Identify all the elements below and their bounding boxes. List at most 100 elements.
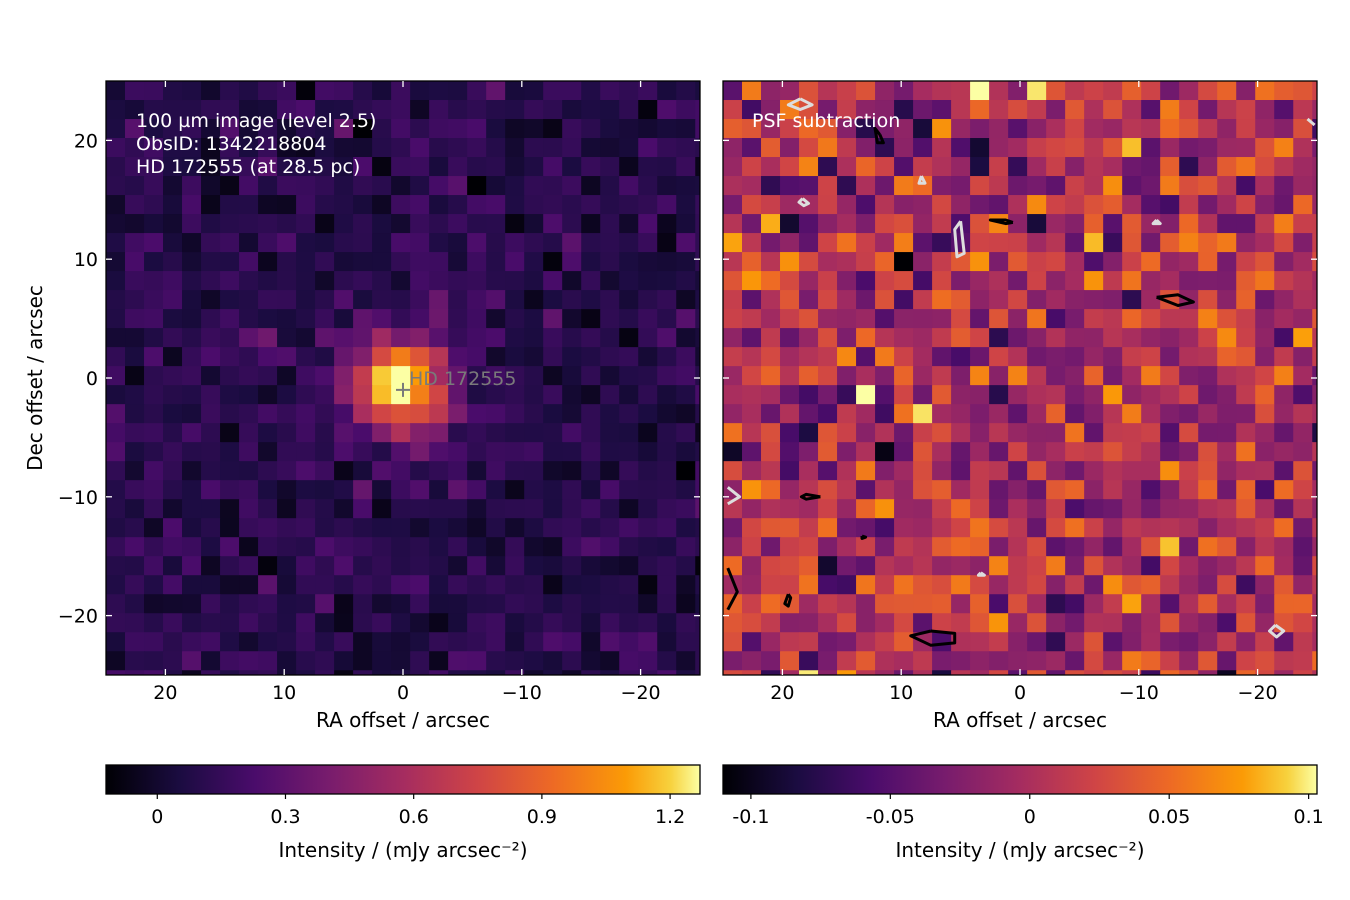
heatmap-cell	[951, 537, 971, 557]
heatmap-cell	[799, 290, 819, 310]
heatmap-cell	[894, 157, 914, 177]
heatmap-cell	[837, 157, 857, 177]
heatmap-cell	[600, 404, 620, 424]
heatmap-cell	[619, 252, 639, 272]
heatmap-cell	[410, 480, 430, 500]
heatmap-cell	[372, 252, 392, 272]
heatmap-cell	[875, 176, 895, 196]
heatmap-cell	[486, 404, 506, 424]
heatmap-cell	[837, 632, 857, 652]
heatmap-cell	[856, 499, 876, 519]
heatmap-cell	[1217, 442, 1237, 462]
heatmap-cell	[1008, 442, 1028, 462]
heatmap-cell	[258, 100, 278, 120]
heatmap-cell	[562, 442, 582, 462]
heatmap-cell	[524, 670, 544, 675]
heatmap-cell	[353, 328, 373, 348]
heatmap-cell	[1179, 176, 1199, 196]
heatmap-cell	[818, 651, 838, 671]
heatmap-cell	[334, 157, 354, 177]
heatmap-cell	[391, 518, 411, 538]
heatmap-cell	[856, 385, 876, 405]
heatmap-cell	[391, 613, 411, 633]
heatmap-cell	[505, 157, 525, 177]
heatmap-cell	[619, 442, 639, 462]
heatmap-cell	[1103, 176, 1123, 196]
heatmap-cell	[1274, 480, 1294, 500]
heatmap-cell	[562, 290, 582, 310]
heatmap-cell	[799, 499, 819, 519]
heatmap-cell	[989, 594, 1009, 614]
heatmap-cell	[600, 138, 620, 158]
heatmap-cell	[657, 214, 677, 234]
heatmap-cell	[201, 423, 221, 443]
heatmap-cell	[619, 480, 639, 500]
heatmap-cell	[1084, 176, 1104, 196]
heatmap-cell	[837, 385, 857, 405]
heatmap-cell	[818, 518, 838, 538]
heatmap-cell	[1141, 176, 1161, 196]
heatmap-cell	[277, 385, 297, 405]
heatmap-cell	[334, 290, 354, 310]
heatmap-cell	[562, 195, 582, 215]
heatmap-cell	[106, 575, 126, 595]
heatmap-cell	[277, 290, 297, 310]
heatmap-cell	[581, 347, 601, 367]
heatmap-cell	[125, 309, 145, 329]
heatmap-cell	[1141, 347, 1161, 367]
heatmap-cell	[1065, 461, 1085, 481]
heatmap-cell	[1027, 214, 1047, 234]
heatmap-cell	[1065, 252, 1085, 272]
heatmap-cell	[780, 480, 800, 500]
heatmap-cell	[543, 442, 563, 462]
heatmap-cell	[818, 442, 838, 462]
heatmap-cell	[1141, 423, 1161, 443]
heatmap-cell	[258, 518, 278, 538]
heatmap-cell	[761, 518, 781, 538]
heatmap-cell	[657, 423, 677, 443]
heatmap-cell	[761, 442, 781, 462]
heatmap-cell	[296, 100, 316, 120]
heatmap-cell	[220, 366, 240, 386]
heatmap-cell	[1122, 423, 1142, 443]
heatmap-cell	[163, 404, 183, 424]
heatmap-cell	[410, 575, 430, 595]
heatmap-cell	[875, 404, 895, 424]
heatmap-cell	[315, 651, 335, 671]
heatmap-cell	[277, 632, 297, 652]
heatmap-cell	[258, 670, 278, 675]
heatmap-cell	[125, 347, 145, 367]
heatmap-cell	[913, 290, 933, 310]
heatmap-cell	[1027, 385, 1047, 405]
heatmap-cell	[448, 404, 468, 424]
left-colorbar-ticks: 0 0.3 0.6 0.9 1.2	[151, 794, 685, 828]
heatmap-cell	[875, 271, 895, 291]
heatmap-cell	[1160, 81, 1180, 101]
heatmap-cell	[1217, 632, 1237, 652]
heatmap-cell	[619, 157, 639, 177]
heatmap-cell	[1084, 651, 1104, 671]
heatmap-cell	[1198, 366, 1218, 386]
heatmap-cell	[1122, 613, 1142, 633]
contour-line	[786, 97, 814, 111]
heatmap-cell	[353, 556, 373, 576]
heatmap-cell	[486, 461, 506, 481]
heatmap-cell	[448, 632, 468, 652]
heatmap-cell	[951, 328, 971, 348]
heatmap-cell	[201, 404, 221, 424]
heatmap-cell	[220, 290, 240, 310]
heatmap-cell	[1217, 575, 1237, 595]
heatmap-cell	[1293, 594, 1313, 614]
heatmap-cell	[296, 404, 316, 424]
heatmap-cell	[970, 537, 990, 557]
heatmap-cell	[448, 537, 468, 557]
heatmap-cell	[676, 423, 696, 443]
heatmap-cell	[723, 347, 743, 367]
heatmap-cell	[1065, 423, 1085, 443]
heatmap-cell	[989, 100, 1009, 120]
heatmap-cell	[296, 632, 316, 652]
heatmap-cell	[600, 537, 620, 557]
heatmap-cell	[913, 575, 933, 595]
heatmap-cell	[638, 347, 658, 367]
